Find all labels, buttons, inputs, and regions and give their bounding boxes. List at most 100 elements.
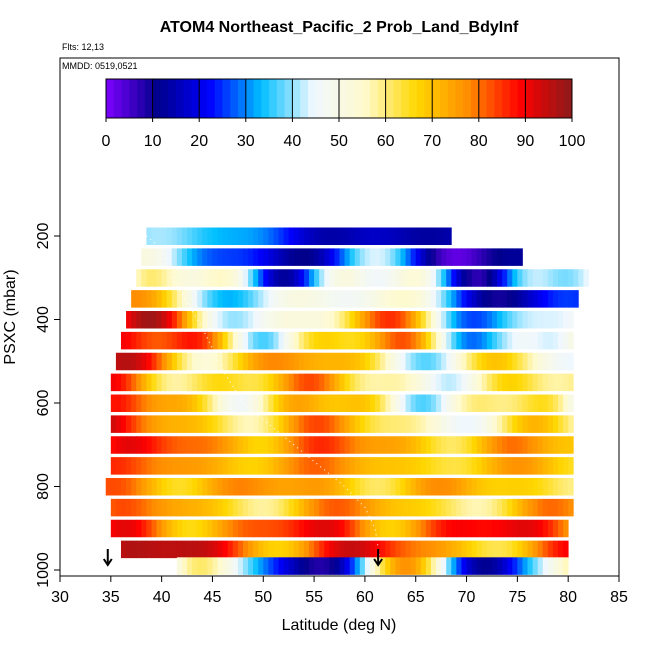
heatmap-cell — [497, 557, 503, 575]
heatmap-cell — [349, 248, 356, 266]
heatmap-cell — [227, 457, 234, 475]
heatmap-cell — [146, 415, 152, 433]
heatmap-cell — [456, 352, 462, 371]
colorbar-segment — [432, 79, 441, 118]
heatmap-cell — [207, 540, 213, 559]
heatmap-cell — [563, 269, 569, 287]
heatmap-cell — [273, 227, 279, 245]
heatmap-cell — [410, 394, 417, 412]
heatmap-cell — [359, 415, 366, 433]
heatmap-cell — [268, 436, 274, 454]
heatmap-cell — [542, 436, 549, 454]
heatmap-cell — [242, 248, 249, 266]
heatmap-cell — [126, 519, 132, 538]
heatmap-cell — [232, 557, 239, 575]
heatmap-cell — [303, 519, 310, 538]
heatmap-cell — [181, 227, 188, 245]
heatmap-cell — [364, 436, 371, 454]
heatmap-cell — [120, 373, 127, 392]
heatmap-cell — [481, 436, 488, 454]
heatmap-cell — [491, 311, 498, 329]
heatmap-cell — [491, 457, 498, 475]
heatmap-cell — [497, 269, 503, 287]
down-arrow-icon — [373, 558, 383, 567]
heatmap-cell — [410, 436, 417, 454]
x-tick-label: 60 — [356, 589, 374, 606]
heatmap-cell — [268, 373, 274, 392]
heatmap-cell — [375, 290, 381, 308]
heatmap-cell — [131, 331, 137, 350]
heatmap-cell — [507, 478, 513, 496]
colorbar-segment — [564, 79, 573, 118]
heatmap-cell — [502, 519, 508, 538]
heatmap-cell — [502, 352, 508, 371]
heatmap-cell — [334, 540, 340, 559]
heatmap-cell — [258, 290, 264, 308]
heatmap-cell — [395, 415, 401, 433]
heatmap-cell — [425, 519, 432, 538]
heatmap-cell — [395, 457, 401, 475]
colorbar-frame — [105, 78, 573, 119]
heatmap-cell — [166, 498, 173, 517]
heatmap-cell — [131, 457, 137, 475]
heatmap-cell — [181, 540, 188, 559]
colorbar-segment — [463, 79, 472, 118]
heatmap-cell — [263, 457, 269, 475]
heatmap-cell — [497, 373, 503, 392]
heatmap-cell — [563, 498, 569, 517]
heatmap-cell — [146, 394, 152, 412]
heatmap-cell — [527, 269, 534, 287]
heatmap-cell — [471, 478, 478, 496]
heatmap-cell — [512, 269, 518, 287]
heatmap-cell — [400, 373, 406, 392]
colorbar-segment — [548, 79, 557, 118]
heatmap-cell — [237, 352, 244, 371]
heatmap-cell — [197, 331, 203, 350]
heatmap-cell — [288, 478, 295, 496]
heatmap-cell — [436, 290, 442, 308]
heatmap-cell — [217, 331, 224, 350]
heatmap-cell — [212, 478, 218, 496]
heatmap-cell — [166, 540, 173, 559]
heatmap-cell — [242, 478, 249, 496]
heatmap-cell — [319, 394, 325, 412]
heatmap-cell — [415, 311, 422, 329]
heatmap-cell — [278, 519, 284, 538]
x-tick-label: 35 — [102, 589, 120, 606]
heatmap-cell — [298, 352, 305, 371]
heatmap-cell — [309, 373, 315, 392]
heatmap-cell — [451, 373, 457, 392]
heatmap-cell — [131, 373, 137, 392]
heatmap-cell — [181, 478, 188, 496]
heatmap-cell — [222, 394, 229, 412]
colorbar-segment — [175, 79, 185, 118]
heatmap-cell — [136, 415, 142, 433]
heatmap-cell — [339, 540, 345, 559]
heatmap-cell — [131, 540, 137, 559]
heatmap-cell — [375, 248, 381, 266]
y-axis-title: PSXC (mbar) — [2, 269, 19, 364]
heatmap-cell — [532, 415, 539, 433]
heatmap-cell — [558, 290, 564, 308]
heatmap-cell — [451, 248, 457, 266]
heatmap-cell — [329, 311, 335, 329]
heatmap-cell — [420, 540, 427, 559]
heatmap-cell — [395, 352, 401, 371]
heatmap-cell — [344, 290, 351, 308]
heatmap-cell — [461, 373, 467, 392]
heatmap-cell — [359, 331, 366, 350]
heatmap-cell — [547, 540, 554, 559]
colorbar-segment — [300, 79, 309, 118]
heatmap-cell — [441, 331, 447, 350]
heatmap-cell — [364, 331, 371, 350]
heatmap-cell — [420, 478, 427, 496]
colorbar-segment — [121, 79, 130, 118]
heatmap-cell — [476, 331, 483, 350]
heatmap-cell — [324, 540, 330, 559]
heatmap-cell — [293, 457, 300, 475]
heatmap-cell — [507, 394, 513, 412]
heatmap-cell — [558, 269, 564, 287]
heatmap-cell — [359, 540, 366, 559]
heatmap-cell — [319, 373, 325, 392]
heatmap-cell — [400, 519, 406, 538]
